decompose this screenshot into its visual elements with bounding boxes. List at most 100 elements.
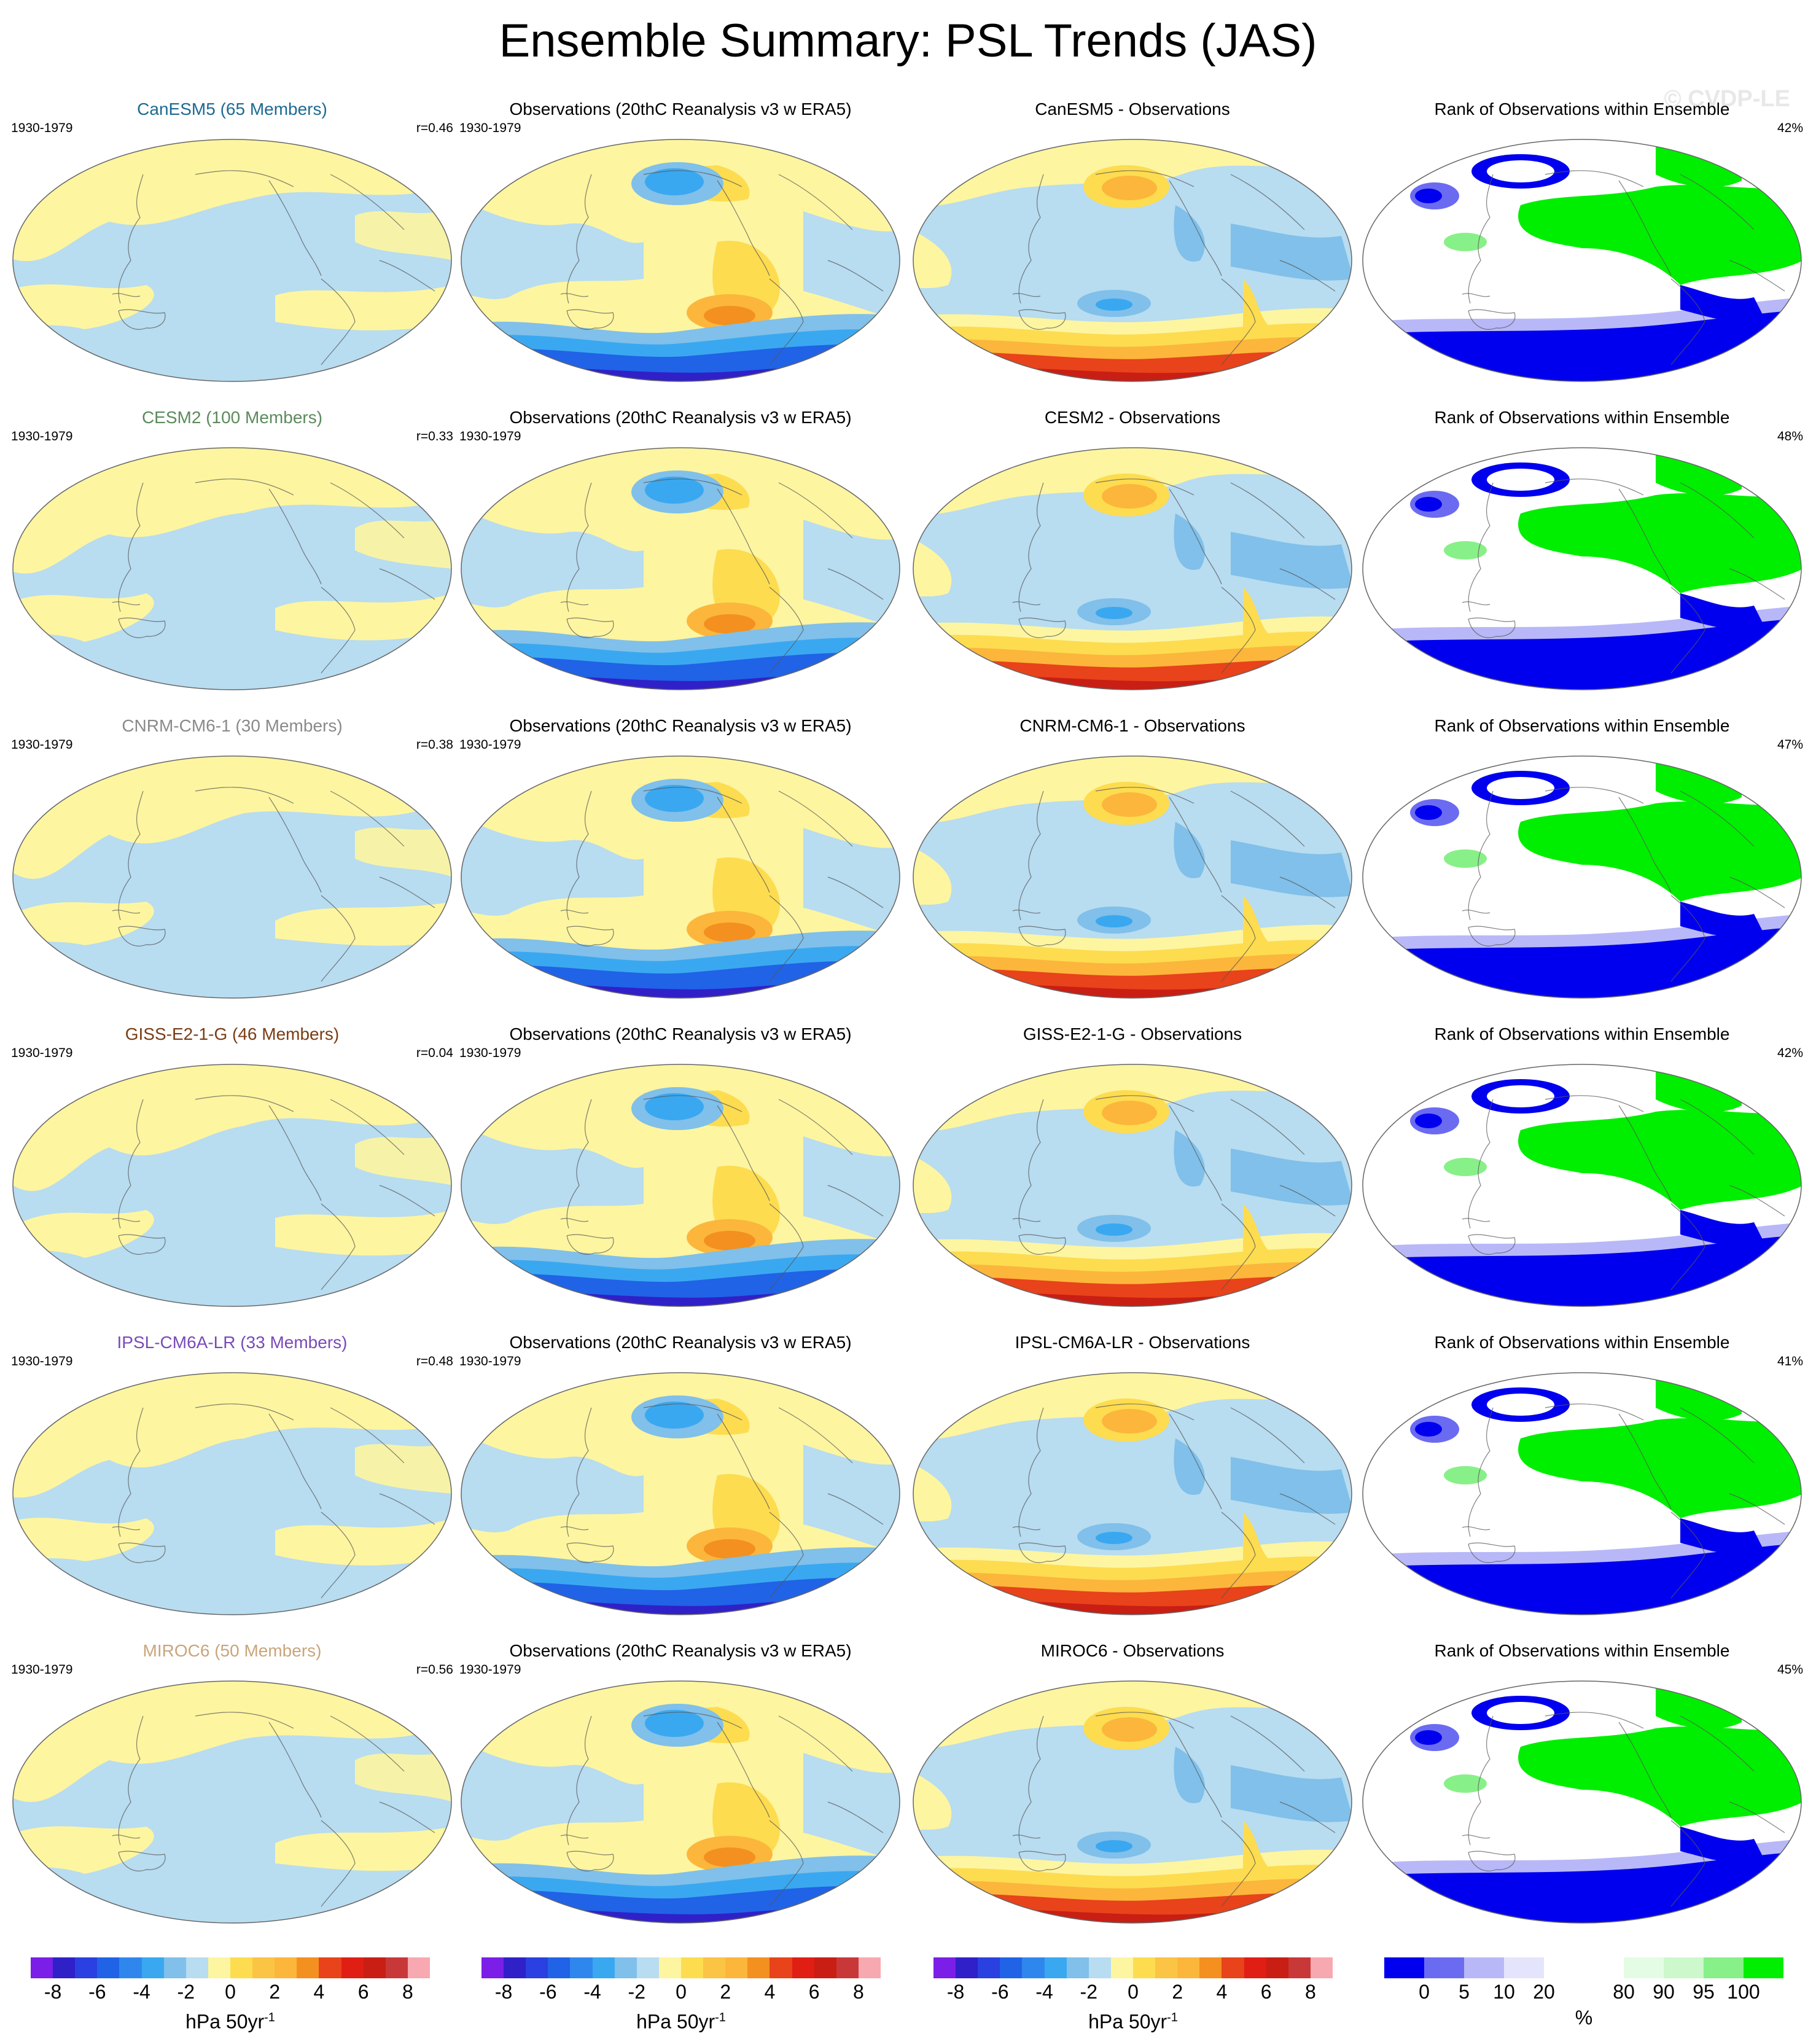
colorbar-tick-label: 0 bbox=[1419, 1981, 1430, 2003]
observations-panel: Observations (20thC Reanalysis v3 w ERA5… bbox=[459, 407, 902, 714]
colorbar-segment bbox=[163, 1957, 186, 1978]
colorbar-segment bbox=[1110, 1957, 1133, 1978]
rank-percent: 42% bbox=[1777, 121, 1803, 135]
colorbar-units-text: hPa 50yr bbox=[185, 2010, 265, 2033]
colorbar-segment bbox=[770, 1957, 792, 1978]
observations-trend-map bbox=[459, 1679, 902, 1925]
period-label: 1930-1979 bbox=[11, 429, 73, 443]
observations-trend-map bbox=[459, 446, 902, 692]
colorbar-tick-label: 8 bbox=[402, 1981, 413, 2003]
colorbar-segment bbox=[75, 1957, 98, 1978]
colorbar-tick-label: 100 bbox=[1727, 1981, 1760, 2003]
colorbar-segment bbox=[341, 1957, 364, 1978]
colorbar-segment bbox=[747, 1957, 770, 1978]
difference-panel: MIROC6 - Observations bbox=[911, 1640, 1354, 1947]
colorbar-tick-label: -6 bbox=[539, 1981, 557, 2003]
difference-title: CESM2 - Observations bbox=[1044, 408, 1221, 427]
model-ensemble-panel: GISS-E2-1-G (46 Members) 1930-1979 r=0.04 bbox=[11, 1023, 453, 1330]
colorbar-strip bbox=[1384, 1957, 1783, 1978]
colorbar-segment bbox=[1199, 1957, 1222, 1978]
colorbar-segment bbox=[1288, 1957, 1311, 1978]
difference-map bbox=[911, 1679, 1354, 1925]
difference-title: CNRM-CM6-1 - Observations bbox=[1019, 716, 1245, 735]
rank-map bbox=[1361, 138, 1803, 383]
rank-panel: Rank of Observations within Ensemble 48% bbox=[1361, 407, 1803, 714]
period-label: 1930-1979 bbox=[459, 1046, 521, 1060]
colorbar-tick-label: -6 bbox=[88, 1981, 106, 2003]
colorbar-segment bbox=[1044, 1957, 1067, 1978]
colorbar-segment bbox=[592, 1957, 615, 1978]
rank-panel: Rank of Observations within Ensemble 47% bbox=[1361, 715, 1803, 1022]
colorbar-segment bbox=[481, 1957, 504, 1978]
observations-trend-map bbox=[459, 754, 902, 1000]
period-label: 1930-1979 bbox=[459, 1663, 521, 1677]
colorbar-tick-label: -8 bbox=[44, 1981, 62, 2003]
colorbar-tick-label: -4 bbox=[1035, 1981, 1053, 2003]
rank-title: Rank of Observations within Ensemble bbox=[1434, 1333, 1730, 1352]
rank-map bbox=[1361, 446, 1803, 692]
colorbar-tick-label: -4 bbox=[133, 1981, 150, 2003]
colorbar-segment bbox=[548, 1957, 571, 1978]
colorbar-tick-label: 4 bbox=[313, 1981, 325, 2003]
observations-title: Observations (20thC Reanalysis v3 w ERA5… bbox=[509, 408, 852, 427]
colorbar-tick-label: 0 bbox=[225, 1981, 236, 2003]
colorbar-segment bbox=[1155, 1957, 1178, 1978]
colorbar-segment bbox=[297, 1957, 319, 1978]
colorbar-segment bbox=[119, 1957, 142, 1978]
colorbar-tick-label: -8 bbox=[494, 1981, 513, 2003]
period-label: 1930-1979 bbox=[459, 1354, 521, 1368]
rank-map bbox=[1361, 1371, 1803, 1617]
colorbar-segment bbox=[275, 1957, 297, 1978]
colorbar-segment bbox=[185, 1957, 208, 1978]
colorbar-segment bbox=[1266, 1957, 1288, 1978]
watermark: © CVDP-LE bbox=[1664, 86, 1790, 112]
colorbar: -8 -6 -4 -2 0 2 4 6 8 hPa 50yr-1 bbox=[933, 1957, 1333, 2042]
colorbar-segment bbox=[504, 1957, 526, 1978]
colorbar-tick-label: 0 bbox=[1128, 1981, 1139, 2003]
colorbar-segment bbox=[1000, 1957, 1023, 1978]
colorbar-segment bbox=[1132, 1957, 1156, 1978]
pattern-correlation: r=0.56 bbox=[416, 1663, 453, 1677]
difference-map bbox=[911, 138, 1354, 383]
observations-title: Observations (20thC Reanalysis v3 w ERA5… bbox=[509, 99, 852, 119]
model-trend-map bbox=[11, 754, 453, 1000]
colorbar-tick-label: 4 bbox=[764, 1981, 776, 2003]
period-label: 1930-1979 bbox=[11, 121, 73, 135]
colorbar-segment bbox=[97, 1957, 120, 1978]
model-trend-map bbox=[11, 138, 453, 383]
rank-percent: 45% bbox=[1777, 1663, 1803, 1677]
model-trend-map bbox=[11, 1679, 453, 1925]
colorbar-tick-label: 6 bbox=[808, 1981, 820, 2003]
model-trend-map bbox=[11, 1371, 453, 1617]
rank-title: Rank of Observations within Ensemble bbox=[1434, 99, 1730, 119]
colorbar: -8 -6 -4 -2 0 2 4 6 8 hPa 50yr-1 bbox=[31, 1957, 430, 2042]
observations-title: Observations (20thC Reanalysis v3 w ERA5… bbox=[509, 1333, 852, 1352]
colorbar-segment bbox=[1310, 1957, 1333, 1978]
rank-title: Rank of Observations within Ensemble bbox=[1434, 1641, 1730, 1660]
colorbar-segment bbox=[1244, 1957, 1266, 1978]
colorbar-segment bbox=[1222, 1957, 1244, 1978]
observations-title: Observations (20thC Reanalysis v3 w ERA5… bbox=[509, 1641, 852, 1660]
rank-percent: 48% bbox=[1777, 429, 1803, 443]
difference-title: MIROC6 - Observations bbox=[1040, 1641, 1225, 1660]
difference-title: IPSL-CM6A-LR - Observations bbox=[1015, 1333, 1250, 1352]
colorbar-tick-label: 8 bbox=[1304, 1981, 1316, 2003]
period-label: 1930-1979 bbox=[459, 738, 521, 752]
colorbar-segment bbox=[1177, 1957, 1200, 1978]
rank-title: Rank of Observations within Ensemble bbox=[1434, 1024, 1730, 1043]
colorbar-segment bbox=[570, 1957, 593, 1978]
colorbar-units: hPa 50yr-1 bbox=[933, 2005, 1333, 2034]
model-title: GISS-E2-1-G (46 Members) bbox=[125, 1024, 340, 1043]
colorbar-segment bbox=[1504, 1957, 1544, 1978]
model-ensemble-panel: CanESM5 (65 Members) 1930-1979 r=0.46 bbox=[11, 98, 453, 405]
rank-panel: Rank of Observations within Ensemble 41% bbox=[1361, 1332, 1803, 1639]
colorbar-tick-label: -2 bbox=[628, 1981, 645, 2003]
colorbar-segment bbox=[319, 1957, 341, 1978]
colorbar-tick-label: 2 bbox=[720, 1981, 731, 2003]
colorbar-segment bbox=[680, 1957, 704, 1978]
model-title: CESM2 (100 Members) bbox=[141, 408, 323, 427]
observations-panel: Observations (20thC Reanalysis v3 w ERA5… bbox=[459, 1023, 902, 1330]
difference-map bbox=[911, 446, 1354, 692]
colorbar-tick-label: -4 bbox=[583, 1981, 601, 2003]
rank-percent: 41% bbox=[1777, 1354, 1803, 1368]
